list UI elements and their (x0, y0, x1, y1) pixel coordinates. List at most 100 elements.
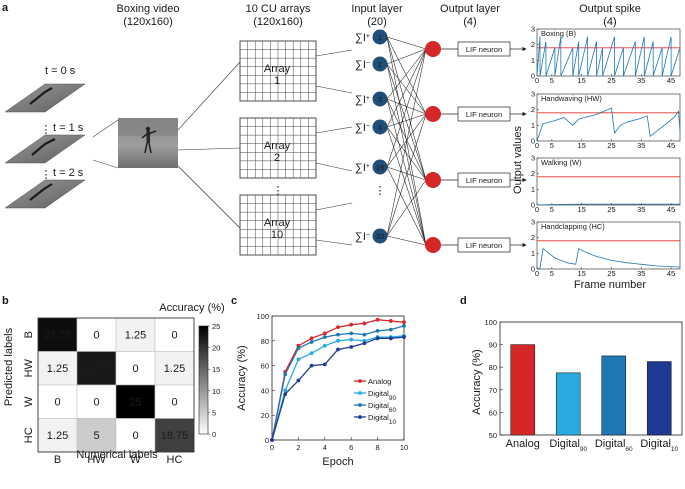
cu-arrays-size: (120x160) (253, 16, 303, 28)
series-point (375, 328, 380, 333)
line-ytick-label: 0 (265, 436, 269, 445)
bar-ylabel: Accuracy (%) (471, 349, 483, 414)
series-point (388, 336, 393, 341)
series-point (349, 331, 354, 336)
bar-category-label-2: Digital60 (595, 438, 633, 453)
line-frame (271, 315, 405, 441)
bar-1 (555, 372, 581, 436)
input-node-1 (372, 29, 388, 45)
series-point (388, 319, 393, 323)
spike-plot-title: Walking (W) (541, 158, 582, 167)
heatmap-ylabel: Predicted labels (3, 327, 15, 406)
panel-label-b: b (2, 295, 9, 307)
time-label-t2: t = 2 s (53, 167, 84, 179)
heatmap-xtick: W (130, 454, 141, 466)
series-point (336, 338, 340, 343)
sum-symbol-1: ∑I+ (355, 32, 370, 44)
heatmap-cell (115, 384, 156, 419)
series-point (402, 335, 406, 339)
spike-xtick-label: 45 (667, 76, 675, 85)
spike-xtick-label: 15 (578, 141, 586, 150)
weight-line (386, 36, 427, 246)
lif-neuron-label: LIF neuron (466, 176, 502, 185)
heatmap-cell (154, 384, 195, 419)
line-xtick-label: 8 (376, 443, 380, 452)
weight-line (386, 166, 427, 181)
spike-ytick-label: 3 (531, 218, 535, 227)
heatmap-cell-value: 1.25 (47, 363, 68, 375)
sum-symbol-5: ∑I+ (355, 162, 370, 174)
spike-plot-2: 0 1 2 3 0 5 15 25 35 45 Handwaving (HW) (531, 90, 681, 150)
spike-ytick-label: 0 (531, 201, 535, 210)
line-ylabel: Accuracy (%) (236, 345, 248, 410)
cu-array-10 (239, 194, 317, 256)
series-point (362, 332, 367, 337)
series-point (349, 322, 354, 327)
line-ytick-label: 100 (256, 312, 269, 321)
weight-line (386, 113, 427, 237)
bar-0 (510, 344, 536, 436)
heatmap-frame (37, 317, 195, 453)
spike-xtick-label: 0 (535, 141, 539, 150)
spike-xtick-label: 35 (637, 205, 645, 214)
spike-ytick-label: 0 (531, 265, 535, 274)
spike-xtick-label: 15 (578, 76, 586, 85)
spike-plot-title: Handwaving (HW) (541, 94, 602, 103)
line-ytick-label: 60 (261, 362, 269, 371)
video-frame-t0 (4, 83, 86, 113)
series-point (309, 363, 314, 368)
bar-ytick-label: 80 (489, 363, 497, 372)
cu-array-1 (239, 40, 317, 102)
spike-ytick-label: 0 (531, 72, 535, 81)
spike-plot-frame (536, 221, 681, 270)
weight-line (386, 48, 427, 65)
heatmap-cell-value: 5 (93, 430, 99, 442)
bar-category-label-3: Digital10 (640, 438, 678, 453)
array-10-label: Array (264, 217, 291, 229)
output-spike-title: Output spike (579, 3, 641, 15)
frames-ellipsis-2: ⋮ (41, 169, 52, 181)
spike-xtick-label: 25 (607, 269, 615, 278)
heatmap-cell-value: 0 (132, 363, 138, 375)
spike-trace (536, 203, 681, 206)
output-neuron-2 (425, 106, 441, 122)
heatmap-cell-value: 1.25 (47, 430, 68, 442)
spike-plot-3: 0 1 2 3 0 5 15 25 35 45 Walking (W) (531, 154, 681, 214)
series-point (322, 335, 327, 339)
weight-line (386, 98, 427, 115)
heatmap-cell-value: 0 (132, 430, 138, 442)
line-xtick-label: 0 (270, 443, 274, 452)
spike-plot-4: 0 1 2 3 0 5 15 25 35 45 Handclapping (HC) (531, 218, 681, 278)
series-point (402, 320, 406, 325)
legend-entry-3: Digital10 (368, 413, 396, 426)
heatmap-xtick: HW (87, 454, 106, 466)
legend-swatch-point (358, 391, 362, 395)
sum-symbol-2: ∑I− (355, 59, 370, 71)
heatmap-cell-value: 1.25 (125, 329, 146, 341)
lif-neuron-label: LIF neuron (466, 45, 502, 54)
heatmap-xtick: HC (167, 454, 183, 466)
panel-label-d: d (460, 295, 467, 307)
bar-ytick-label: 100 (484, 318, 497, 327)
series-point (375, 336, 380, 341)
line-xtick-label: 4 (323, 443, 327, 452)
colorbar (198, 325, 209, 435)
heatmap-cell-value: 0 (54, 396, 60, 408)
output-neuron-3 (425, 172, 441, 188)
spike-xtick-label: 15 (578, 205, 586, 214)
heatmap-cell (115, 351, 156, 386)
heatmap-ytick: HC (23, 427, 35, 443)
heatmap-ytick: W (23, 396, 35, 407)
series-point (270, 438, 274, 442)
bar-2 (601, 355, 627, 436)
input-layer-title: Input layer (351, 3, 403, 15)
input-node-label: 20 (376, 232, 384, 241)
sum-symbol-4: ∑I− (355, 122, 370, 134)
weight-line (386, 63, 427, 246)
series-point (336, 332, 340, 337)
input-node-19 (372, 159, 388, 175)
spike-xtick-label: 45 (667, 205, 675, 214)
line-xlabel: Epoch (322, 456, 353, 468)
spike-xtick-label: 25 (607, 141, 615, 150)
